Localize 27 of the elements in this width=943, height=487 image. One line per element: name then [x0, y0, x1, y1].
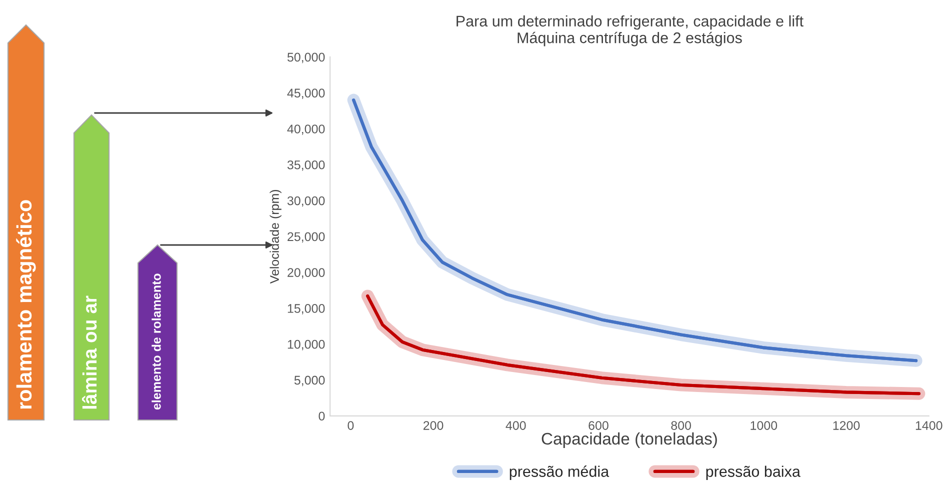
text: rolamento magnético — [16, 200, 36, 409]
y-tick-label: 10,000 — [288, 340, 325, 350]
legend-label: pressão média — [510, 466, 610, 480]
x-tick-label: 1000 — [750, 421, 778, 430]
x-axis-title: Capacidade (toneladas) — [542, 432, 717, 448]
y-tick-label: 15,000 — [288, 304, 325, 314]
x-tick-label: 800 — [671, 421, 692, 430]
y-tick-label: 35,000 — [287, 160, 325, 171]
x-tick-label: 1400 — [916, 421, 942, 430]
y-tick-label: 40,000 — [287, 124, 325, 135]
y-tick-label: 25,000 — [288, 232, 325, 243]
y-tick-label: 0 — [318, 412, 325, 421]
y-tick-label: 20,000 — [288, 268, 325, 278]
legend-label: pressão baixa — [706, 466, 800, 480]
y-tick-label: 45,000 — [287, 88, 325, 99]
y-tick-label: 50,000 — [287, 52, 325, 64]
x-tick-label: 600 — [588, 421, 608, 430]
x-tick-label: 1200 — [833, 421, 860, 430]
chart-title: Para um determinado refrigerante, capacidade e lift Máquina centrífuga de 2 estágios — [456, 15, 804, 46]
y-tick-label: 30,000 — [287, 196, 325, 207]
y-axis-title: Velocidade (rpm) — [270, 190, 282, 284]
text: lâmina ou ar — [82, 296, 97, 409]
x-tick-label: 200 — [423, 421, 444, 430]
y-tick-label: 5,000 — [294, 376, 325, 386]
text: elemento de rolamento — [152, 274, 161, 410]
x-tick-label: 0 — [348, 421, 354, 430]
x-tick-label: 400 — [506, 421, 526, 430]
